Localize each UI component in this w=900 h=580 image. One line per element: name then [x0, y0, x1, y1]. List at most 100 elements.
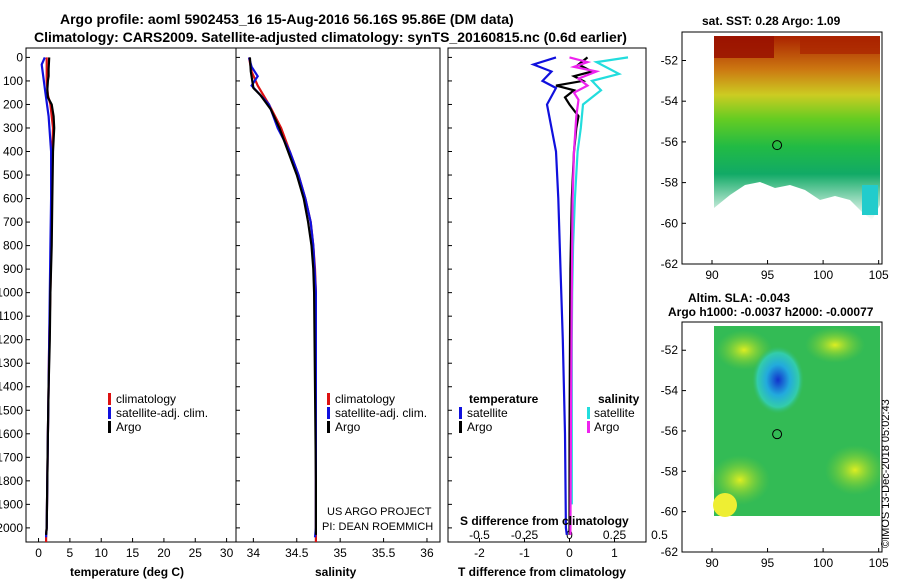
depth-tick-label: 0 — [16, 50, 23, 64]
depth-tick-label: 2000 — [0, 521, 23, 535]
sla-map-frame — [681, 321, 883, 553]
legend-swatch-s-argo — [587, 421, 590, 433]
legend-label-s-satellite: satellite — [594, 406, 635, 420]
legend-label-satellite: satellite-adj. clim. — [116, 406, 208, 420]
map-y-tick-label: -52 — [661, 53, 679, 67]
depth-tick-label: 800 — [3, 239, 23, 253]
sst-map-axes: 90 95 100 105 -52 -54 -56 -58 -60 -62 — [661, 53, 889, 282]
series-line-argo — [45, 57, 56, 535]
salinity-panel-frame — [235, 47, 441, 543]
sst-map — [681, 31, 883, 265]
sla-high-patch — [805, 327, 865, 363]
sla-map-axes: 90 95 100 105 -52 -54 -56 -58 -60 -62 — [661, 343, 889, 570]
x-tick-label: 30 — [220, 546, 234, 560]
series-line-s-satellite — [570, 56, 629, 505]
map-x-tick-label: 90 — [705, 268, 719, 282]
map-y-tick-label: -60 — [661, 505, 679, 519]
legend-swatch-s-satellite — [587, 407, 590, 419]
sst-warm-patch — [800, 36, 880, 54]
x-tick-label: 0 — [35, 546, 42, 560]
x-tick-label: -1 — [519, 546, 530, 560]
map-y-tick-label: -62 — [661, 257, 679, 271]
legend-label-argo: Argo — [116, 420, 142, 434]
map-y-tick-label: -58 — [661, 176, 679, 190]
difference-xlabel: T difference from climatology — [458, 565, 626, 579]
x-tick-label-top: -0.5 — [469, 528, 490, 542]
argo-position-marker — [772, 140, 783, 151]
depth-tick-label: 1800 — [0, 474, 23, 488]
map-x-tick-label: 100 — [813, 268, 833, 282]
sst-map-title: sat. SST: 0.28 Argo: 1.09 — [702, 14, 841, 28]
depth-tick-label: 400 — [3, 145, 23, 159]
map-x-tick-label: 95 — [761, 268, 775, 282]
map-x-tick-label: 100 — [813, 556, 833, 570]
x-tick-label-top: 0.25 — [603, 528, 627, 542]
difference-plot: -2 -1 0 1 -0.5 -0.25 0 0.25 0.5 — [469, 56, 668, 560]
x-tick-label: 1 — [611, 546, 618, 560]
legend-label-s-argo: Argo — [594, 420, 620, 434]
map-y-tick-label: -56 — [661, 424, 679, 438]
sla-map-title: Altim. SLA: -0.043 — [688, 291, 790, 305]
salinity-legend: climatology satellite-adj. clim. Argo — [327, 392, 427, 434]
x-tick-label: 15 — [126, 546, 140, 560]
x-tick-label: 34 — [247, 546, 261, 560]
legend-label-t-satellite: satellite — [467, 406, 508, 420]
depth-tick-label: 1500 — [0, 403, 23, 417]
map-y-tick-label: -62 — [661, 545, 679, 559]
legend-label-climatology: climatology — [335, 392, 395, 406]
legend-swatch-t-argo — [459, 421, 462, 433]
x-tick-label-top: -0.25 — [511, 528, 539, 542]
sst-field — [714, 36, 880, 220]
argo-position-marker — [772, 429, 783, 440]
series-group — [530, 56, 629, 536]
difference-legend: temperature salinity satellite Argo sate… — [459, 392, 640, 434]
depth-tick-label: 1100 — [0, 309, 23, 323]
legend-swatch-t-satellite — [459, 407, 462, 419]
x-tick-label: 0 — [566, 546, 573, 560]
series-line-argo — [248, 57, 317, 535]
title-line2: Climatology: CARS2009. Satellite-adjuste… — [34, 29, 627, 45]
depth-tick-label: 600 — [3, 192, 23, 206]
map-x-tick-label: 105 — [869, 556, 889, 570]
map-x-tick-label: 90 — [705, 556, 719, 570]
temperature-legend: climatology satellite-adj. clim. Argo — [108, 392, 208, 434]
temperature-xlabel: temperature (deg C) — [70, 565, 184, 579]
depth-tick-label: 100 — [3, 74, 23, 88]
depth-axis: 0 100 200 300 400 500 600 700 800 900 1000 1100 1200… — [0, 50, 452, 535]
sla-high-patch — [825, 445, 885, 495]
depth-tick-label: 1600 — [0, 427, 23, 441]
map-y-tick-label: -54 — [661, 94, 679, 108]
series-line-climatology — [247, 57, 317, 542]
sla-high-patch — [710, 455, 770, 505]
salinity-plot: 34 34.5 35 35.5 36 — [247, 57, 434, 560]
sst-warm-patch — [714, 36, 774, 58]
map-y-tick-label: -54 — [661, 384, 679, 398]
depth-tick-label: 300 — [3, 121, 23, 135]
series-group — [40, 56, 56, 542]
depth-tick-label: 500 — [3, 168, 23, 182]
series-line-satellite-adj-clim- — [247, 57, 317, 538]
temperature-plot: 0 5 10 15 20 25 30 — [35, 56, 234, 560]
legend-label-argo: Argo — [335, 420, 361, 434]
depth-tick-label: 1400 — [0, 380, 23, 394]
map-y-tick-label: -60 — [661, 216, 679, 230]
x-tick-label: 35.5 — [372, 546, 396, 560]
sst-cold-patch — [862, 185, 878, 215]
depth-tick-label: 1000 — [0, 286, 23, 300]
depth-tick-label: 700 — [3, 215, 23, 229]
series-line-t-argo — [555, 56, 596, 535]
x-tick-label-top: 0.5 — [651, 528, 668, 542]
imos-stamp: ©IMOS 13-Dec-2018 05:02:43 — [880, 399, 892, 548]
x-tick-label: 20 — [157, 546, 171, 560]
depth-tick-label: 1700 — [0, 450, 23, 464]
x-tick-label: 10 — [95, 546, 109, 560]
credit-pi: PI: DEAN ROEMMICH — [322, 521, 433, 533]
legend-title-salinity: salinity — [598, 392, 640, 406]
x-tick-label: 25 — [189, 546, 203, 560]
legend-swatch-satellite — [327, 407, 330, 419]
series-line-s-argo — [569, 56, 601, 535]
series-group — [247, 57, 317, 542]
sla-map — [681, 321, 885, 553]
map-y-tick-label: -56 — [661, 135, 679, 149]
x-tick-label: 36 — [420, 546, 434, 560]
